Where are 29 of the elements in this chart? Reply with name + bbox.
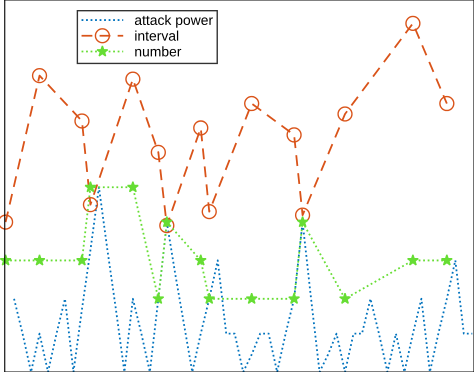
point	[439, 96, 454, 112]
point	[246, 292, 258, 304]
point	[150, 144, 166, 160]
point	[202, 204, 217, 220]
point	[440, 254, 453, 266]
point	[152, 292, 164, 304]
legend-label: attack power	[134, 14, 213, 28]
point	[244, 96, 260, 112]
point	[125, 72, 141, 87]
point	[76, 254, 88, 266]
point	[32, 68, 48, 84]
point	[203, 292, 216, 304]
point	[193, 120, 208, 136]
point	[82, 197, 98, 212]
point	[74, 113, 90, 129]
point	[405, 16, 421, 31]
legend-label: interval	[135, 30, 178, 41]
point	[126, 180, 139, 192]
point	[84, 180, 96, 192]
legend-label: number	[135, 46, 182, 56]
point	[406, 254, 419, 266]
point	[34, 254, 46, 266]
point	[194, 254, 207, 266]
point	[286, 127, 302, 143]
point	[337, 106, 353, 122]
point	[296, 216, 309, 228]
point	[159, 218, 174, 234]
point	[339, 292, 351, 304]
point	[288, 292, 300, 304]
